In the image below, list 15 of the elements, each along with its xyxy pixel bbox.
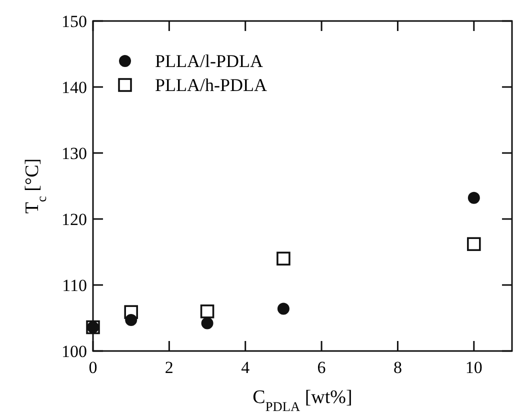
x-tick-label: 0 bbox=[88, 358, 98, 377]
y-tick-label: 140 bbox=[62, 78, 87, 97]
x-tick-label: 8 bbox=[393, 358, 402, 377]
y-tick-label: 120 bbox=[62, 210, 87, 229]
y-tick-label: 110 bbox=[62, 276, 87, 295]
x-tick-label: 4 bbox=[241, 358, 250, 377]
legend-label: PLLA/l-PDLA bbox=[155, 51, 263, 71]
legend-label: PLLA/h-PDLA bbox=[155, 75, 267, 95]
y-tick-label: 130 bbox=[62, 144, 87, 163]
x-tick-label: 6 bbox=[317, 358, 326, 377]
y-tick-label: 150 bbox=[62, 12, 87, 31]
x-tick-label: 10 bbox=[465, 358, 482, 377]
y-tick-label: 100 bbox=[62, 342, 87, 361]
x-tick-label: 2 bbox=[164, 358, 174, 377]
x-axis-title: C$_{PDLA}$ [wt%] bbox=[252, 387, 352, 413]
